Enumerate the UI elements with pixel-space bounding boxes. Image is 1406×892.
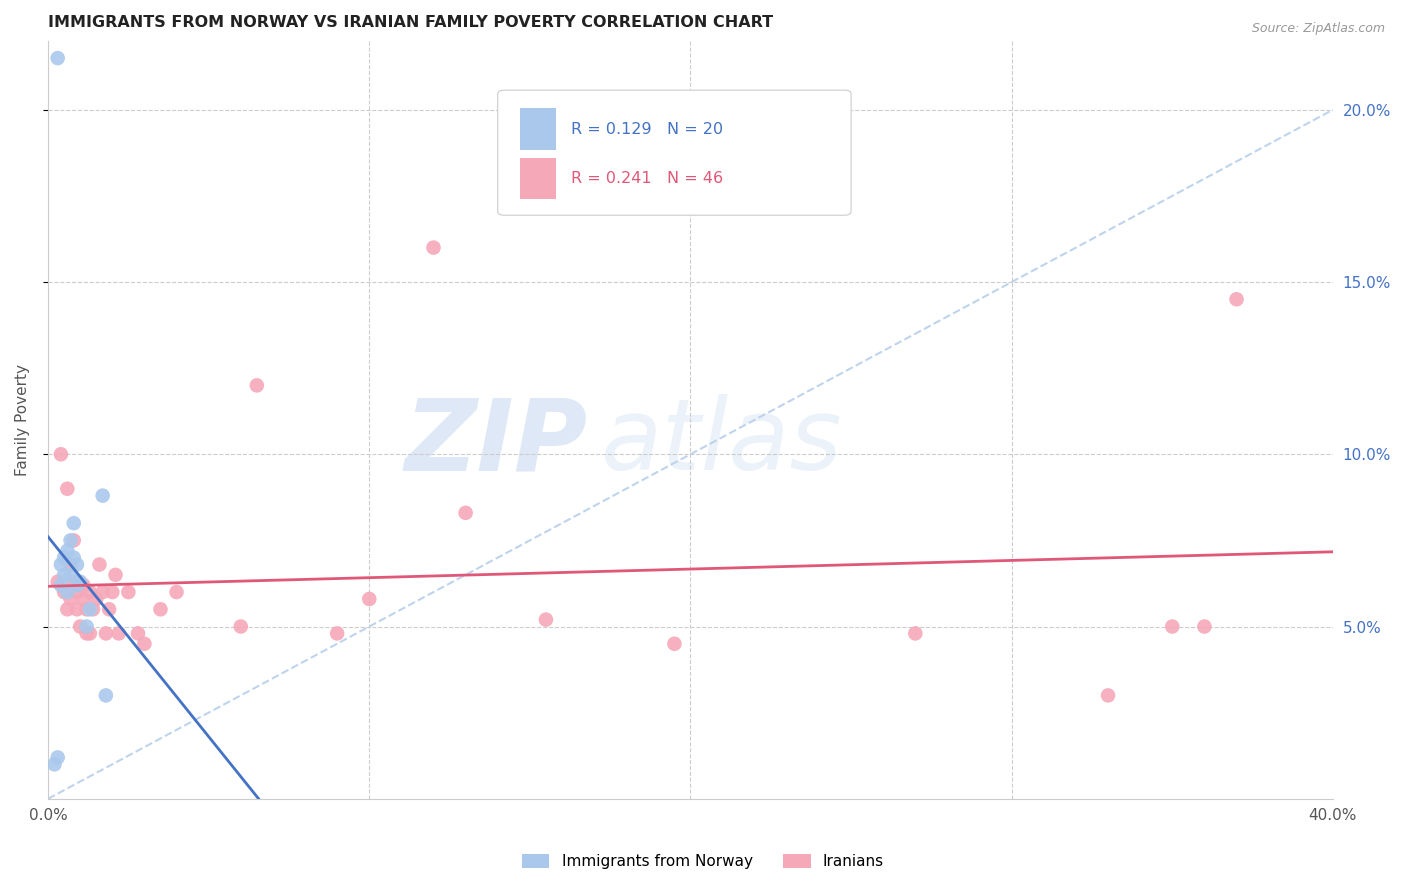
Point <box>79 585 101 599</box>
Text: R = 0.241   N = 46: R = 0.241 N = 46 <box>571 171 723 186</box>
Point <box>82 602 104 616</box>
Point <box>66 578 89 592</box>
Point <box>69 619 91 633</box>
Point <box>49 558 72 572</box>
Text: R = 0.129   N = 20: R = 0.129 N = 20 <box>571 121 723 136</box>
Text: ZIP: ZIP <box>405 394 588 491</box>
Point <box>59 567 82 582</box>
Legend: Immigrants from Norway, Iranians: Immigrants from Norway, Iranians <box>516 848 890 875</box>
Point <box>246 378 269 392</box>
Point <box>91 585 114 599</box>
Point <box>76 626 98 640</box>
Point <box>229 619 252 633</box>
Point <box>46 574 69 589</box>
Point <box>664 637 686 651</box>
Point <box>1194 619 1216 633</box>
Point <box>56 602 79 616</box>
Point <box>59 533 82 548</box>
Point <box>1161 619 1184 633</box>
Point <box>94 689 117 703</box>
Point <box>76 602 98 616</box>
Point <box>66 602 89 616</box>
FancyBboxPatch shape <box>520 158 555 199</box>
Point <box>49 578 72 592</box>
Point <box>69 574 91 589</box>
Point <box>76 619 98 633</box>
Point <box>107 626 129 640</box>
Point <box>326 626 349 640</box>
Point <box>134 637 156 651</box>
Point <box>117 585 139 599</box>
Point <box>101 585 124 599</box>
Point <box>62 516 84 531</box>
Point <box>59 591 82 606</box>
Point <box>79 602 101 616</box>
Point <box>72 578 94 592</box>
Point <box>69 578 91 592</box>
Text: Source: ZipAtlas.com: Source: ZipAtlas.com <box>1251 22 1385 36</box>
Point <box>149 602 172 616</box>
Point <box>359 591 381 606</box>
Point <box>422 241 444 255</box>
FancyBboxPatch shape <box>498 90 851 215</box>
Point <box>62 550 84 565</box>
FancyBboxPatch shape <box>520 108 555 150</box>
Point <box>1225 292 1247 306</box>
Y-axis label: Family Poverty: Family Poverty <box>15 364 30 475</box>
Point <box>56 543 79 558</box>
Point <box>66 585 89 599</box>
Point <box>72 591 94 606</box>
Point <box>904 626 927 640</box>
Point <box>49 447 72 461</box>
Point <box>94 626 117 640</box>
Text: atlas: atlas <box>600 394 842 491</box>
Point <box>127 626 149 640</box>
Point <box>56 585 79 599</box>
Point <box>53 585 76 599</box>
Point <box>46 750 69 764</box>
Point <box>62 533 84 548</box>
Text: IMMIGRANTS FROM NORWAY VS IRANIAN FAMILY POVERTY CORRELATION CHART: IMMIGRANTS FROM NORWAY VS IRANIAN FAMILY… <box>48 15 773 30</box>
Point <box>166 585 188 599</box>
Point <box>66 558 89 572</box>
Point <box>44 757 66 772</box>
Point <box>98 602 121 616</box>
Point <box>84 591 107 606</box>
Point <box>46 51 69 65</box>
Point <box>91 489 114 503</box>
Point <box>59 558 82 572</box>
Point <box>534 613 557 627</box>
Point <box>1097 689 1119 703</box>
Point <box>62 574 84 589</box>
Point <box>89 558 111 572</box>
Point <box>454 506 477 520</box>
Point <box>56 482 79 496</box>
Point <box>79 626 101 640</box>
Point <box>104 567 127 582</box>
Point <box>53 567 76 582</box>
Point <box>53 550 76 565</box>
